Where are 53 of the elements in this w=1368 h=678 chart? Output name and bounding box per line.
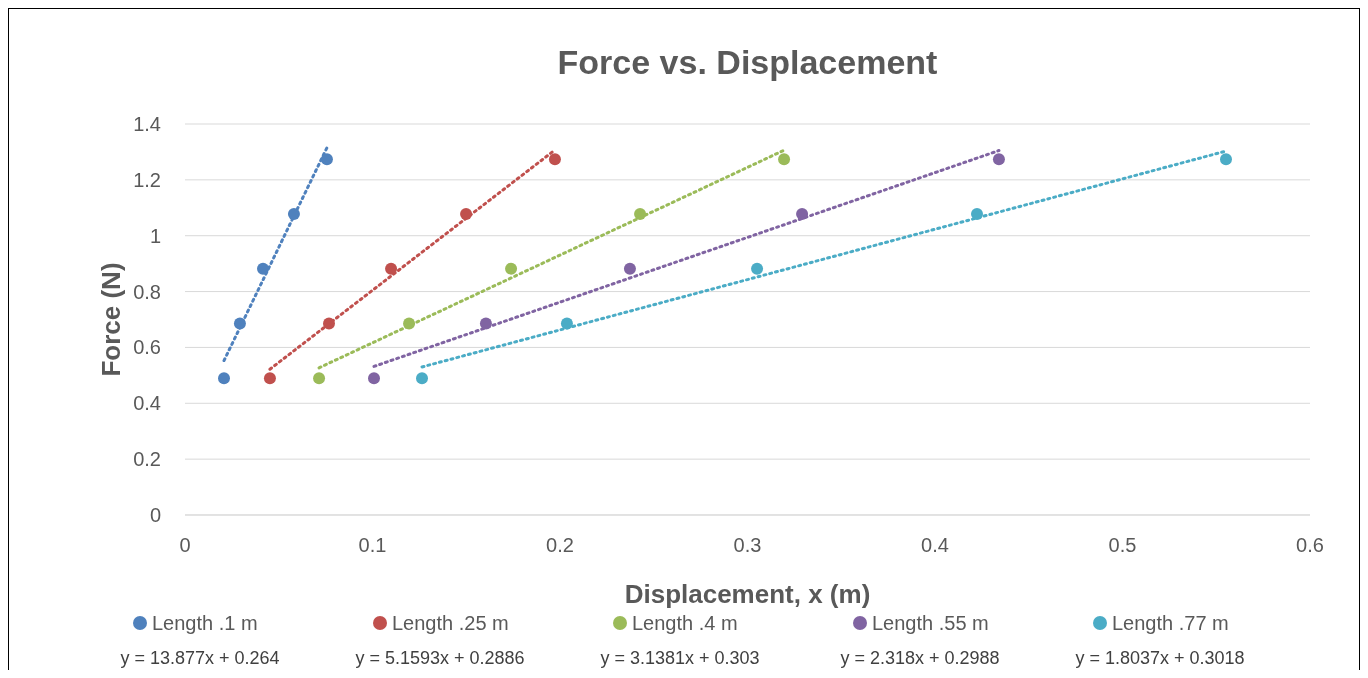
point [548, 153, 561, 166]
point [263, 372, 276, 385]
point [623, 262, 636, 275]
point [1220, 153, 1232, 166]
point [320, 153, 333, 166]
legend-label: Length .4 m [632, 612, 738, 634]
point [233, 317, 246, 330]
y-tick-label: 0.2 [133, 448, 161, 471]
y-axis-title: Force (N) [96, 262, 126, 377]
point [287, 207, 300, 220]
point [751, 262, 764, 275]
point [257, 262, 269, 275]
point [385, 262, 398, 275]
point [460, 207, 473, 220]
point [634, 207, 647, 220]
point [368, 372, 380, 385]
x-tick-label: 0.3 [733, 534, 762, 556]
point [992, 153, 1005, 166]
y-tick-label: 1.2 [133, 168, 161, 191]
x-axis-title: Displacement, x (m) [624, 579, 871, 609]
legend-label: Length .55 m [872, 612, 989, 634]
point [505, 262, 518, 275]
y-tick-label: 0.8 [133, 280, 161, 303]
text: y = 5.1593x + 0.2886 [355, 648, 525, 668]
point [218, 372, 230, 385]
point [323, 317, 335, 330]
point [971, 207, 983, 220]
chart-title: Force vs. Displacement [557, 43, 938, 81]
x-tick-label: 0.4 [921, 534, 949, 556]
text: y = 2.318x + 0.2988 [840, 648, 1000, 668]
point [313, 372, 326, 385]
text: y = 1.8037x + 0.3018 [1075, 648, 1245, 668]
legend-label: Length .77 m [1112, 612, 1229, 634]
y-tick-label: 0 [149, 504, 161, 526]
x-tick-label: 0.1 [358, 534, 387, 556]
legend-label: Length .1 m [152, 612, 258, 634]
text: y = 3.1381x + 0.303 [600, 648, 760, 668]
point [416, 372, 428, 385]
y-tick-label: 1 [149, 224, 161, 247]
legend-label: Length .25 m [392, 612, 509, 634]
point [796, 207, 809, 220]
x-tick-label: 0.2 [546, 534, 574, 556]
point [778, 153, 791, 166]
y-tick-label: 0.4 [133, 392, 161, 415]
x-tick-label: 0.6 [1296, 534, 1324, 556]
x-tick-label: 0.5 [1108, 534, 1137, 556]
point [560, 317, 573, 330]
y-tick-label: 0.6 [133, 336, 161, 359]
y-tick-label: 1.4 [133, 113, 161, 135]
point [479, 317, 492, 330]
text: y = 13.877x + 0.264 [120, 648, 280, 668]
point [403, 317, 416, 330]
x-tick-label: 0 [179, 534, 191, 556]
